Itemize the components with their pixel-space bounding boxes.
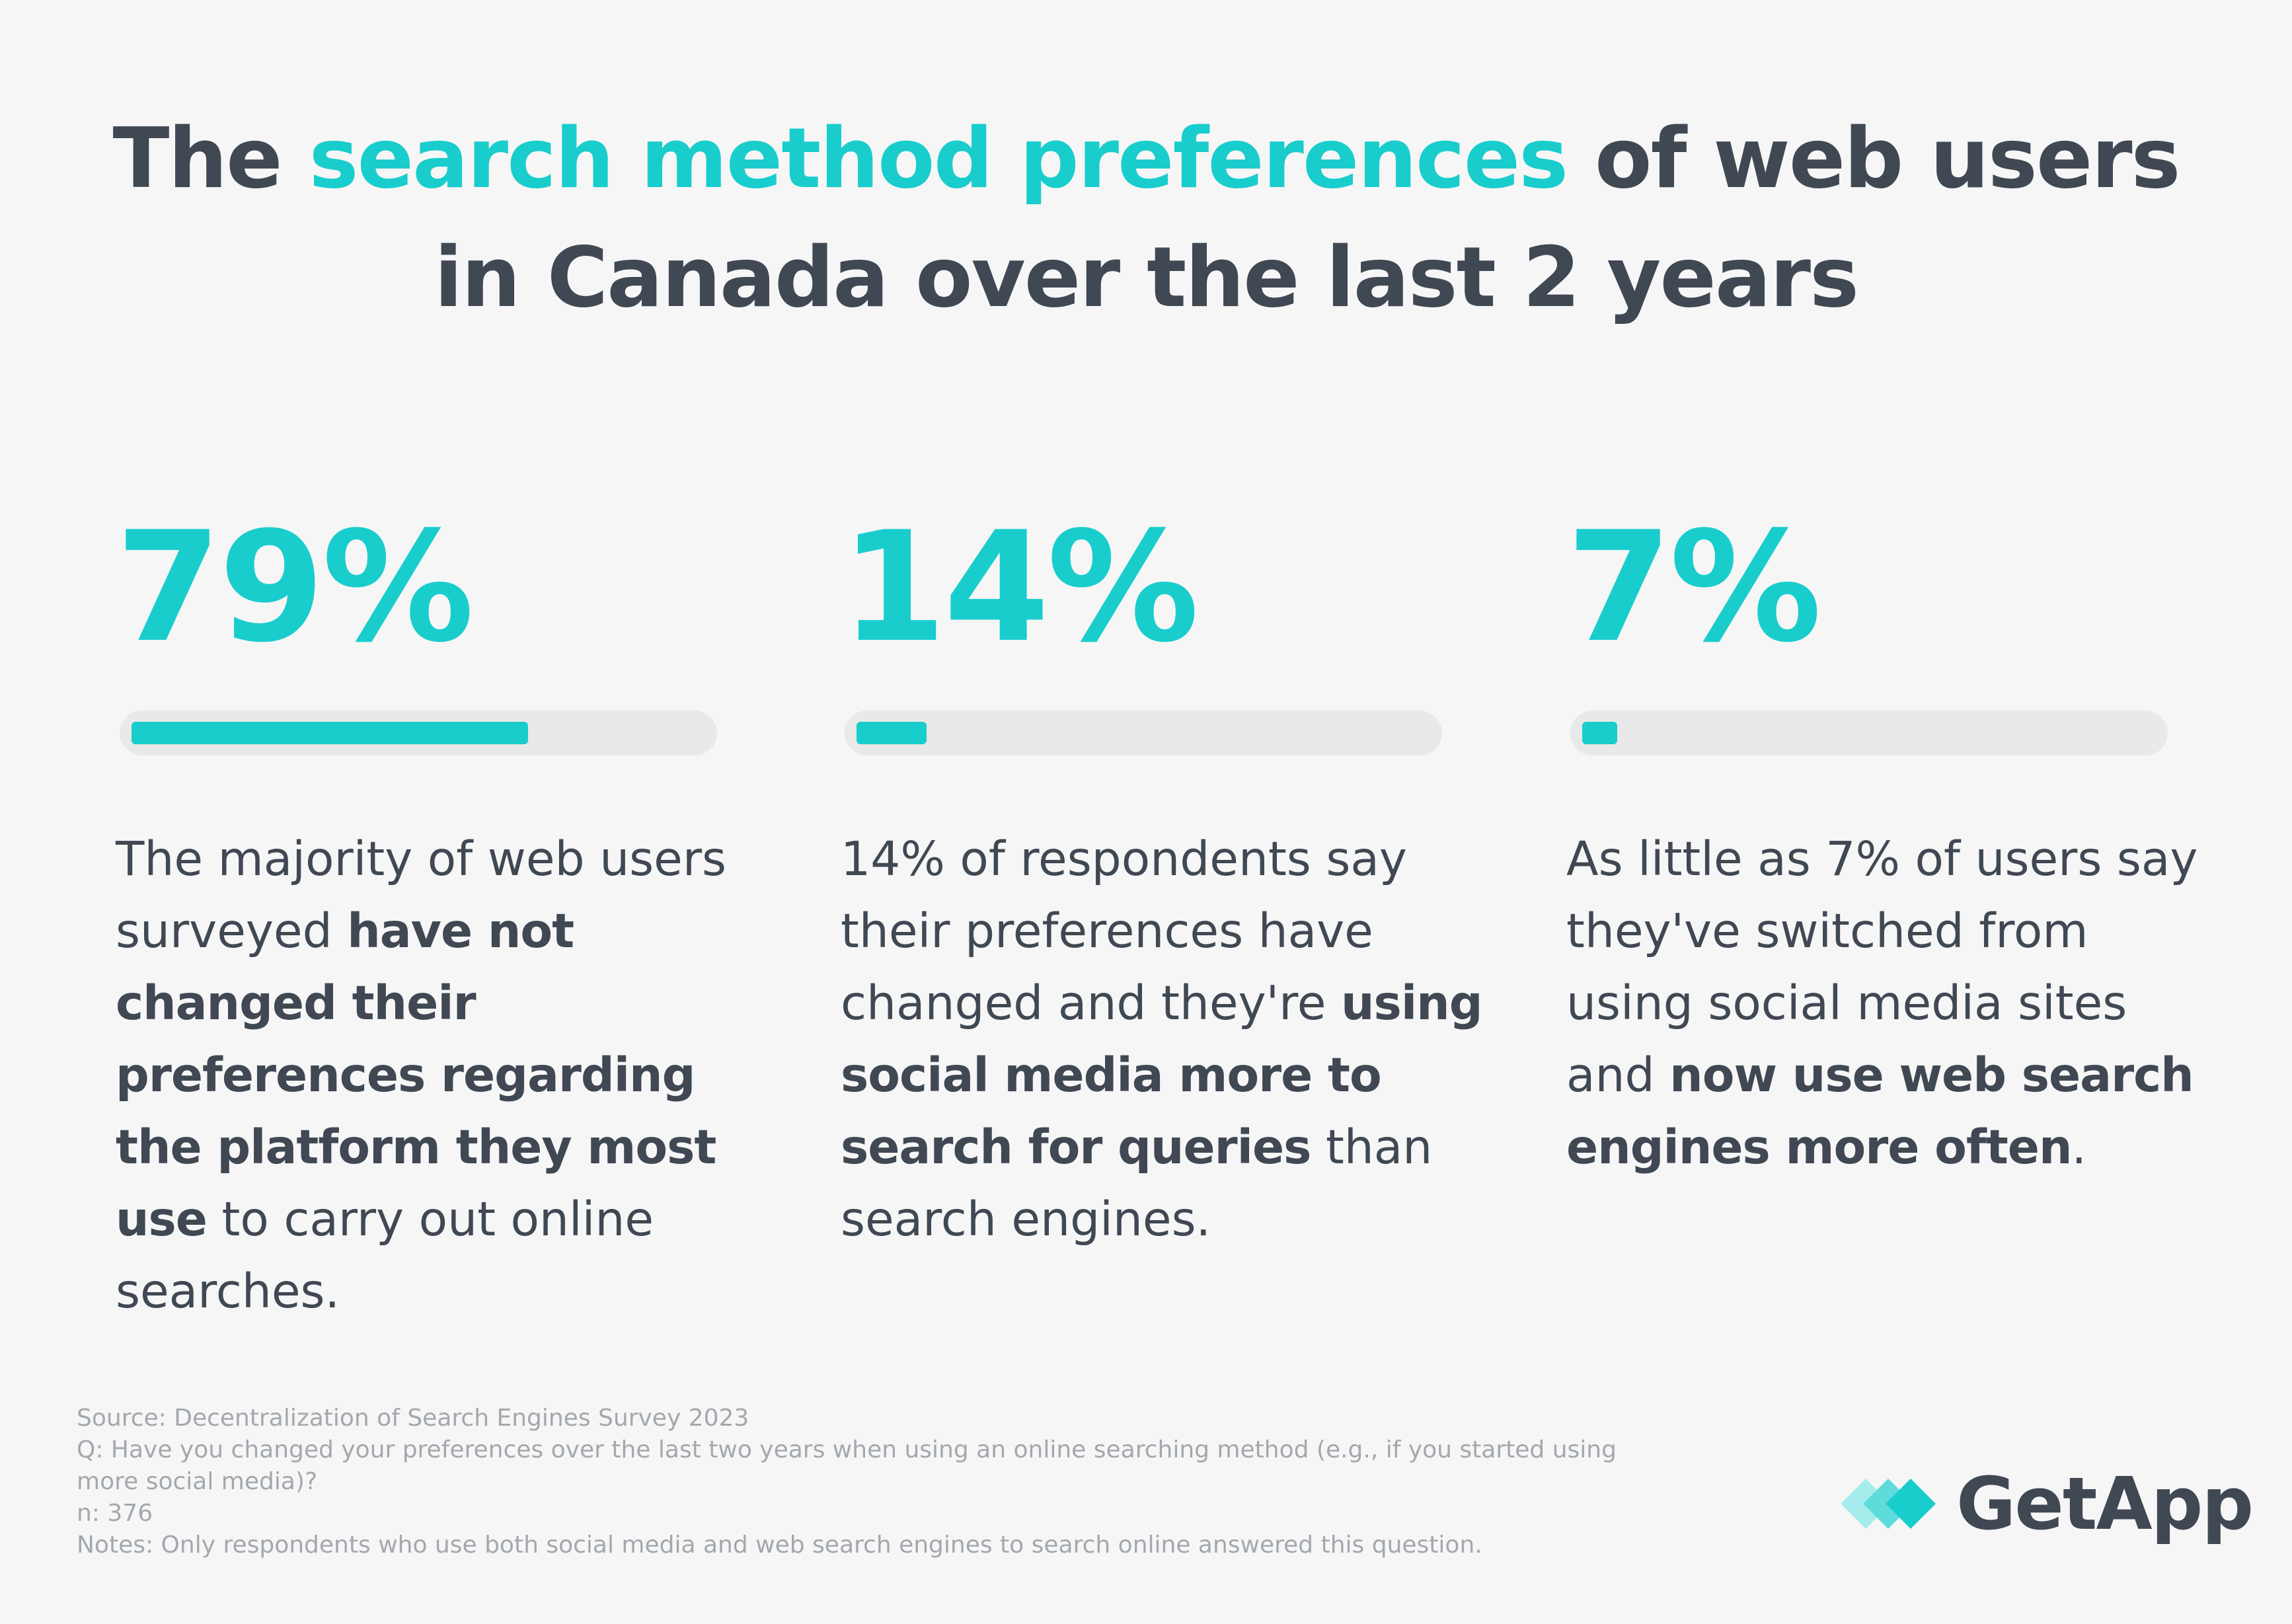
description-text: 14% of respondents say their preferences… (841, 831, 1407, 1030)
title-suffix: of web users (1567, 110, 2180, 207)
stat-percentage: 7% (1566, 500, 1821, 676)
stat-percentage: 14% (841, 500, 1200, 676)
progress-fill (132, 722, 528, 744)
progress-fill (857, 722, 927, 744)
progress-fill (1582, 722, 1618, 744)
title-line-1: The search method preferences of web use… (0, 99, 2292, 218)
progress-track (1570, 711, 2168, 755)
title-highlight: search method preferences (309, 110, 1568, 207)
description-text: than search engines. (841, 1120, 1433, 1247)
description-text: to carry out online searches. (116, 1192, 654, 1319)
description-emphasis: using social media more to search for qu… (841, 976, 1483, 1175)
getapp-logo: GetApp (1841, 1464, 2254, 1543)
progress-track (845, 711, 1442, 755)
stat-description: The majority of web users surveyed have … (116, 823, 770, 1327)
page-title: The search method preferences of web use… (0, 99, 2292, 337)
title-prefix: The (112, 110, 309, 207)
source-note: Source: Decentralization of Search Engin… (77, 1405, 749, 1432)
question-note: Q: Have you changed your preferences ove… (77, 1436, 1617, 1495)
sample-size-note: n: 376 (77, 1500, 153, 1527)
description-text: The majority of web users surveyed (116, 831, 727, 958)
progress-track (120, 711, 717, 755)
notes-note: Notes: Only respondents who use both soc… (77, 1531, 1482, 1559)
description-text: As little as 7% of users say they've swi… (1566, 831, 2198, 1102)
getapp-wordmark: GetApp (1956, 1461, 2254, 1546)
description-emphasis: now use web search engines more often (1566, 1048, 2194, 1175)
description-text: . (2071, 1120, 2087, 1175)
footnotes: Source: Decentralization of Search Engin… (77, 1403, 1729, 1561)
stat-description: 14% of respondents say their preferences… (841, 823, 1495, 1255)
getapp-chevrons-icon (1841, 1479, 1936, 1529)
stat-percentage: 79% (116, 500, 475, 676)
stat-description: As little as 7% of users say they've swi… (1566, 823, 2221, 1183)
description-emphasis: have not changed their preferences regar… (116, 904, 716, 1247)
title-line-2: in Canada over the last 2 years (434, 229, 1859, 326)
